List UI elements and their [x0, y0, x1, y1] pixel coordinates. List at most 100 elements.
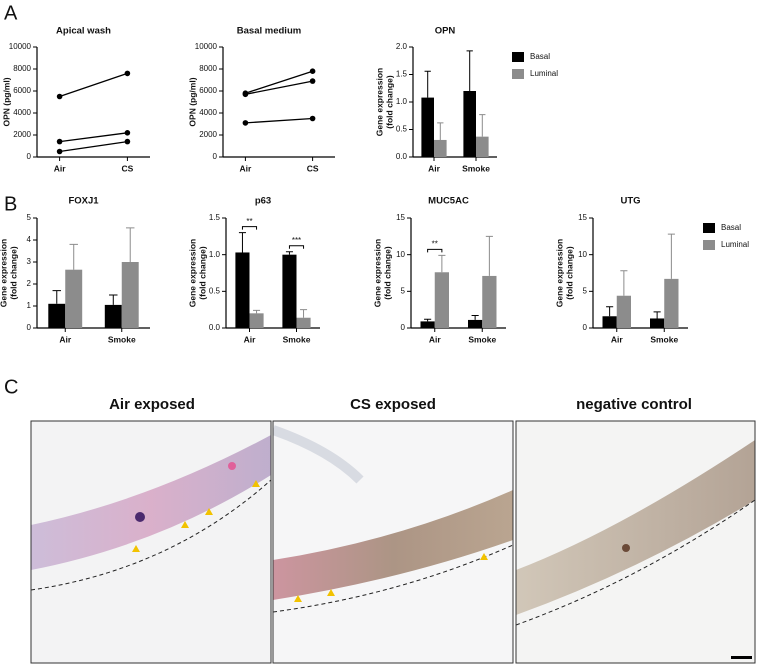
significance-label: ***	[292, 236, 301, 245]
y-tick-label: 0.0	[209, 323, 221, 332]
y-tick-label: 0	[583, 323, 588, 332]
bar	[650, 318, 665, 328]
bar	[468, 319, 483, 328]
line	[59, 140, 128, 153]
bar	[616, 295, 631, 328]
error-bar	[238, 232, 246, 253]
panel-label: C	[4, 376, 18, 398]
error-bar	[69, 243, 78, 270]
y-tick-label: 2	[27, 279, 32, 288]
legend-swatch	[703, 223, 715, 233]
y-tick-label: 8000	[13, 64, 31, 73]
y-tick-label: 15	[396, 213, 405, 222]
x-tick-label: Air	[59, 334, 72, 344]
y-tick-label: 0	[401, 323, 406, 332]
y-tick-label: 3	[27, 257, 32, 266]
chart-title: OPN	[435, 26, 456, 37]
panel-label: A	[4, 2, 18, 24]
significance-bracket	[427, 248, 443, 253]
legend-label: Luminal	[721, 240, 749, 249]
bar	[420, 321, 435, 328]
x-tick-label: Air	[239, 163, 252, 173]
error-bar	[424, 70, 431, 98]
legend-swatch	[703, 240, 715, 250]
y-axis-label: (fold change)	[384, 75, 394, 129]
chart-title: p63	[255, 196, 271, 207]
bar	[482, 275, 497, 328]
chart-title: FOXJ1	[68, 196, 99, 207]
bar	[235, 252, 250, 328]
y-tick-label: 0.0	[396, 152, 408, 161]
line	[59, 132, 128, 143]
line	[245, 80, 313, 95]
y-axis-label: Gene expression	[187, 239, 197, 308]
y-tick-label: 2000	[199, 130, 217, 139]
x-tick-label: Smoke	[283, 334, 311, 344]
chart-title: Apical wash	[56, 26, 111, 37]
bar	[48, 303, 66, 328]
bar	[282, 254, 297, 328]
point	[56, 138, 63, 145]
y-tick-label: 0	[27, 323, 32, 332]
y-tick-label: 6000	[199, 86, 217, 95]
error-bar	[620, 270, 628, 296]
y-tick-label: 1	[27, 301, 32, 310]
chart-title: MUC5AC	[428, 196, 469, 207]
y-tick-label: 1.0	[396, 97, 408, 106]
bar	[296, 317, 311, 328]
image-frame	[515, 420, 756, 664]
image-title: negative control	[576, 396, 692, 413]
y-tick-label: 0.5	[209, 286, 221, 295]
y-tick-label: 0.5	[396, 125, 408, 134]
error-bar	[52, 290, 62, 304]
error-bar	[653, 311, 661, 319]
y-tick-label: 10000	[195, 42, 218, 51]
y-tick-label: 5	[27, 213, 32, 222]
significance-label: **	[246, 217, 252, 226]
bar	[65, 269, 83, 328]
error-bar	[300, 309, 308, 318]
point	[309, 78, 316, 84]
error-bar	[479, 114, 486, 137]
y-tick-label: 1.5	[209, 213, 221, 222]
x-tick-label: Smoke	[462, 163, 490, 173]
bar	[664, 278, 679, 328]
line	[245, 117, 313, 124]
error-bar	[667, 233, 675, 279]
bar	[602, 316, 617, 328]
significance-bracket	[288, 245, 305, 249]
bar	[249, 313, 264, 328]
error-bar	[438, 254, 446, 273]
point	[242, 90, 249, 96]
point	[56, 93, 63, 100]
y-tick-label: 15	[578, 213, 587, 222]
micrograph	[31, 421, 271, 663]
x-tick-label: Smoke	[108, 334, 136, 344]
y-axis-label: Gene expression	[374, 68, 384, 137]
image-title: CS exposed	[350, 396, 436, 413]
bar	[476, 136, 489, 157]
error-bar	[125, 227, 135, 262]
x-tick-label: CS	[121, 163, 133, 173]
y-tick-label: 4000	[199, 108, 217, 117]
bar	[434, 139, 447, 157]
bar	[121, 262, 139, 328]
y-tick-label: 10	[578, 250, 587, 259]
y-axis-label: Gene expression	[372, 239, 382, 308]
x-tick-label: Air	[429, 334, 442, 344]
error-bar	[437, 122, 444, 140]
error-bar	[606, 306, 614, 317]
x-tick-label: Air	[428, 163, 441, 173]
error-bar	[466, 50, 473, 91]
micrograph	[516, 421, 755, 663]
y-axis-label: (fold change)	[197, 246, 207, 300]
significance-bracket	[241, 226, 258, 230]
legend-swatch	[512, 52, 524, 62]
line	[245, 70, 313, 94]
x-tick-label: Smoke	[650, 334, 678, 344]
legend-swatch	[512, 69, 524, 79]
point	[124, 138, 131, 145]
error-bar	[285, 251, 293, 255]
x-tick-label: Air	[611, 334, 624, 344]
